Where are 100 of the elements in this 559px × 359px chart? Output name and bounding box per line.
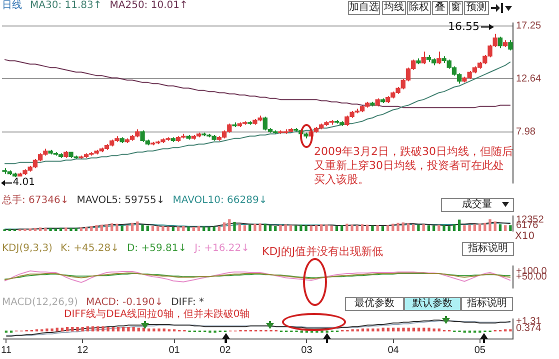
x-tick-label: 11	[1, 344, 12, 356]
text: 加自选	[348, 1, 380, 15]
bar	[427, 225, 430, 231]
chart-title: 日线	[2, 0, 22, 11]
y-tick-label: 12.64	[516, 73, 542, 84]
bar	[438, 224, 440, 231]
annotation: 16.55	[448, 20, 480, 33]
x-tick-label: 12	[77, 344, 89, 356]
text: MA250: 10.01↑	[110, 0, 188, 11]
bar	[218, 226, 221, 231]
bar	[274, 226, 277, 231]
bar	[110, 223, 114, 231]
candlestick	[498, 36, 503, 49]
bar	[376, 225, 379, 231]
series-label: K: +45.28↓	[60, 243, 119, 254]
text: 最优参数	[345, 297, 404, 311]
x-tick-label: 04	[388, 344, 400, 356]
text: MA30: 11.83↑	[30, 0, 102, 11]
bar	[432, 226, 436, 231]
bar	[116, 224, 118, 231]
text: 叠	[432, 1, 448, 15]
bar	[264, 224, 266, 231]
bar	[396, 222, 400, 231]
bar	[258, 223, 262, 231]
chart-title: KDJ(9,3,3)	[2, 243, 52, 254]
text: 默认参数	[404, 297, 461, 311]
bar	[192, 226, 195, 231]
bar	[310, 226, 312, 231]
bar	[412, 224, 415, 231]
bar	[80, 227, 83, 231]
annotation: DIFF线与DEA线回拉0轴，但并未跌破0轴	[64, 309, 250, 321]
text: 除权	[407, 1, 431, 15]
text: MAVOL5: 59755↓	[76, 195, 165, 206]
bar	[504, 225, 507, 231]
series-label: MAVOL10: 66289↓	[172, 195, 268, 206]
bar	[325, 224, 328, 231]
bar	[284, 224, 287, 231]
y-tick-label: +50.00	[516, 271, 548, 282]
bar	[417, 224, 420, 231]
bar	[120, 226, 124, 231]
bar	[330, 226, 333, 231]
bar	[156, 226, 160, 231]
bar	[478, 224, 482, 231]
bar	[212, 226, 216, 231]
bar	[64, 227, 68, 231]
bar	[254, 224, 256, 231]
bar	[208, 226, 210, 231]
bar	[484, 222, 486, 231]
text: 指标说明	[462, 242, 514, 256]
series-label: MACD: -0.190↓	[86, 297, 164, 308]
bar	[335, 226, 338, 231]
series-label: J: +16.22↓	[194, 243, 250, 254]
text: 窗	[449, 1, 463, 15]
bar	[38, 227, 42, 231]
text: 均线	[382, 1, 406, 15]
series-label: DIFF: *	[171, 297, 204, 308]
bar	[238, 224, 241, 231]
bar	[402, 222, 404, 231]
bar	[442, 225, 446, 231]
bar	[360, 224, 364, 231]
bar	[222, 222, 226, 231]
bar	[172, 226, 175, 231]
bar	[289, 225, 292, 231]
bar	[320, 224, 323, 231]
bar	[488, 219, 492, 231]
bar	[294, 226, 298, 231]
bar	[392, 224, 394, 231]
bar	[366, 224, 369, 231]
bar	[314, 225, 318, 231]
annotation: 4.01	[12, 177, 36, 188]
candlestick	[436, 51, 442, 65]
candlestick	[508, 40, 513, 51]
x-tick-label: 02	[220, 344, 232, 356]
y-tick-label: 7.98	[516, 126, 536, 138]
bar	[105, 224, 108, 231]
series-label: D: +59.81↓	[126, 243, 187, 254]
bar	[151, 226, 154, 231]
bar	[197, 226, 200, 231]
bar	[136, 221, 139, 231]
bar	[70, 228, 72, 231]
candlestick	[421, 51, 426, 65]
bar	[166, 226, 170, 231]
x-tick-label: 05	[474, 344, 486, 356]
bar	[228, 219, 231, 231]
bar	[494, 221, 496, 231]
bar	[44, 228, 47, 231]
bar	[279, 224, 282, 231]
bar	[509, 225, 512, 231]
bar	[448, 226, 450, 231]
bar	[59, 228, 62, 231]
bar	[498, 224, 502, 231]
bar	[95, 225, 98, 231]
text: KDJ的J值并没有出现新低	[262, 245, 384, 259]
annotation: 2009年3月2日，跌破30日均线，但随后又重新上穿30日均线，投资者可在此处买入该股。	[314, 145, 514, 188]
text: X10	[515, 231, 535, 242]
bar	[268, 225, 272, 231]
bar	[406, 223, 410, 231]
bar	[473, 224, 476, 231]
text: 指标说明	[461, 297, 513, 311]
bar	[187, 226, 190, 231]
